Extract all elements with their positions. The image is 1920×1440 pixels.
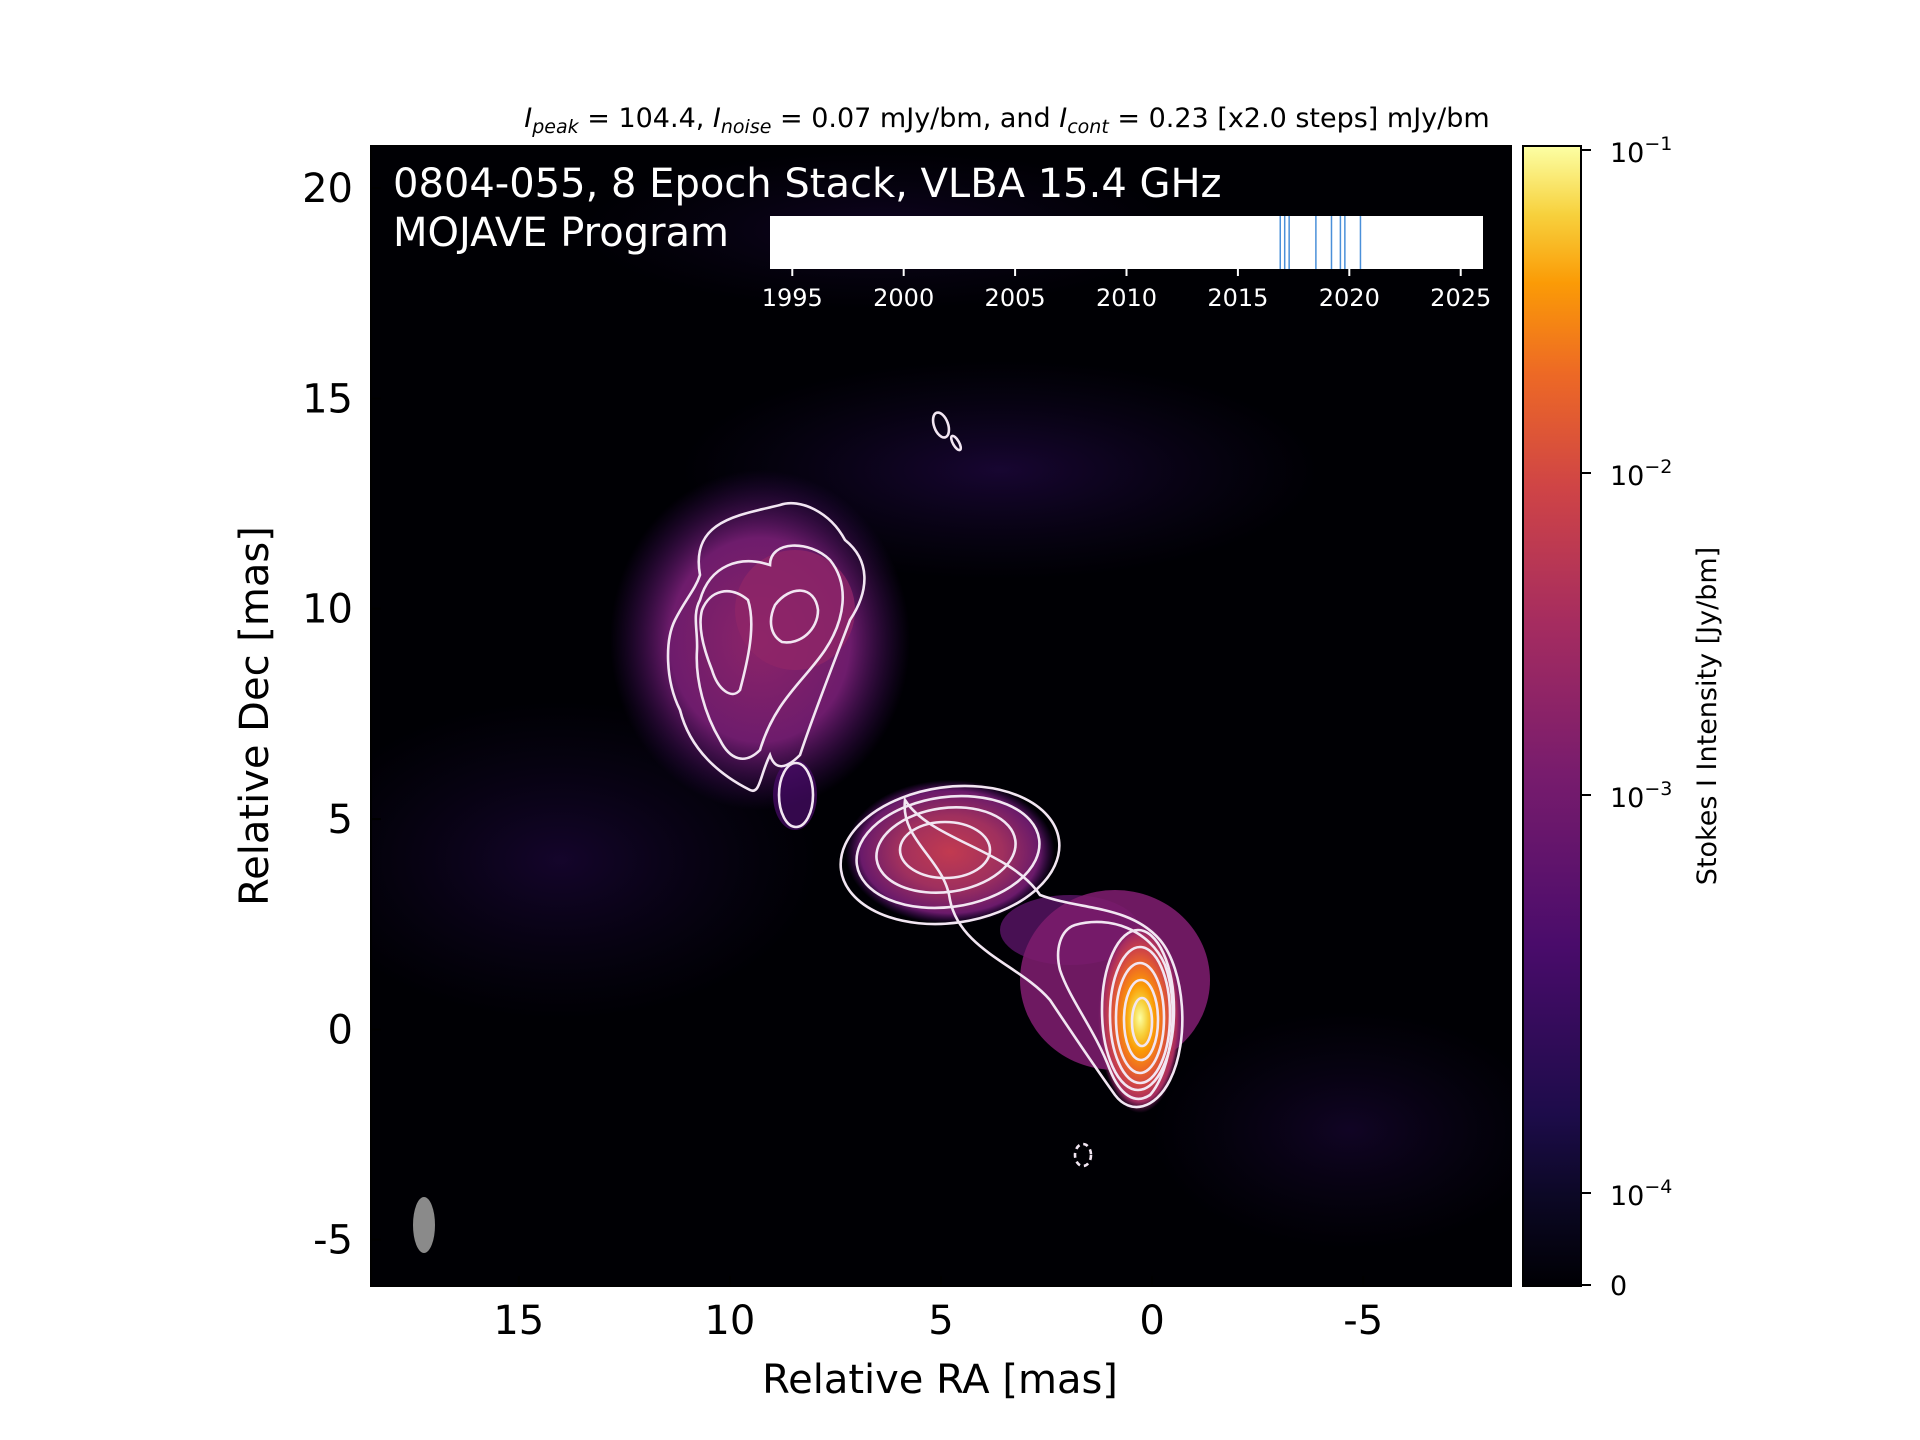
x-tick-label: 15 — [493, 1298, 544, 1344]
y-tick-label: 10 — [302, 587, 353, 633]
contour-lobe-mid — [694, 544, 845, 760]
colorbar-ticks — [1581, 149, 1591, 1286]
colorbar-tick-1e-4: 10−4 — [1610, 1176, 1672, 1212]
timeline-ticks: 1995 2000 2005 2010 2015 2020 2025 — [762, 269, 1491, 312]
header-stats: Ipeak = 104.4, Inoise = 0.07 mJy/bm, and… — [524, 103, 1489, 138]
image-layer — [371, 150, 1511, 1250]
x-tick-label: -5 — [1343, 1298, 1383, 1344]
timeline-tick-label: 2005 — [985, 284, 1046, 312]
lobe-tail — [773, 760, 817, 830]
y-axis-ticks: 20 15 10 5 0 -5 — [302, 166, 381, 1264]
timeline-tick-label: 2015 — [1207, 284, 1268, 312]
x-tick-label: 0 — [1139, 1298, 1164, 1344]
contour-negative — [1073, 1142, 1093, 1168]
x-axis-ticks: 15 10 5 0 -5 — [493, 1276, 1383, 1344]
colorbar-tick-1e-1: 10−1 — [1610, 133, 1672, 169]
beam-ellipse — [413, 1197, 435, 1253]
contour-core-6 — [1122, 978, 1160, 1062]
timeline-box — [770, 216, 1483, 269]
contour-core-5 — [1114, 961, 1166, 1075]
contour-lobe-inner-b — [769, 589, 820, 644]
epoch-lines — [1279, 216, 1362, 269]
y-tick-label: 20 — [302, 166, 353, 212]
contour-knot-2 — [855, 794, 1041, 910]
colorbar: 10−1 10−2 10−3 10−4 0 Stokes I Intensity… — [1522, 133, 1723, 1302]
contour-lobe-tail — [777, 761, 815, 829]
contour-knot-4 — [898, 820, 992, 880]
contour-core-3 — [1100, 928, 1176, 1092]
contour-core-4 — [1108, 945, 1172, 1085]
contour-core-7 — [1130, 996, 1154, 1048]
lobe-hot — [735, 550, 855, 670]
contour-core-outer — [903, 796, 1184, 1109]
contour-island-1 — [931, 411, 951, 439]
plot-title-line1: 0804-055, 8 Epoch Stack, VLBA 15.4 GHz — [393, 161, 1222, 207]
knot-glow — [845, 780, 1055, 924]
colorbar-tick-1e-3: 10−3 — [1610, 778, 1672, 814]
x-tick-label: 10 — [704, 1298, 755, 1344]
y-tick-label: -5 — [313, 1218, 353, 1264]
y-tick-label: 5 — [328, 797, 353, 843]
contour-core-2 — [1056, 920, 1174, 1101]
peak-value: 104.4 — [618, 103, 695, 134]
y-tick-label: 15 — [302, 376, 353, 422]
x-tick-label: 5 — [928, 1298, 953, 1344]
timeline-tick-label: 2025 — [1430, 284, 1491, 312]
contour-lobe-inner-a — [699, 590, 753, 696]
colorbar-label: Stokes I Intensity [Jy/bm] — [1692, 547, 1723, 885]
timeline-tick-label: 2020 — [1319, 284, 1380, 312]
colorbar-gradient — [1522, 145, 1582, 1287]
contour-lobe-outer — [666, 501, 866, 793]
noise-value: 0.07 mJy/bm — [811, 103, 982, 134]
timeline-tick-label: 2000 — [873, 284, 934, 312]
colorbar-tick-0: 0 — [1610, 1271, 1627, 1302]
y-axis-label: Relative Dec [mas] — [232, 526, 278, 906]
x-axis-label: Relative RA [mas] — [762, 1357, 1118, 1403]
plot-title-line2: MOJAVE Program — [393, 210, 729, 256]
timeline-tick-label: 2010 — [1096, 284, 1157, 312]
timeline-tick-label: 1995 — [762, 284, 823, 312]
y-tick-label: 0 — [328, 1007, 353, 1053]
colorbar-tick-1e-2: 10−2 — [1610, 456, 1672, 492]
contour-knot-3 — [875, 805, 1017, 895]
epoch-timeline: 1995 2000 2005 2010 2015 2020 2025 — [762, 216, 1491, 312]
cont-value: 0.23 [x2.0 steps] mJy/bm — [1149, 103, 1490, 134]
contours — [666, 411, 1184, 1168]
haze-band-right — [1150, 1010, 1511, 1250]
contour-island-2 — [949, 434, 963, 452]
